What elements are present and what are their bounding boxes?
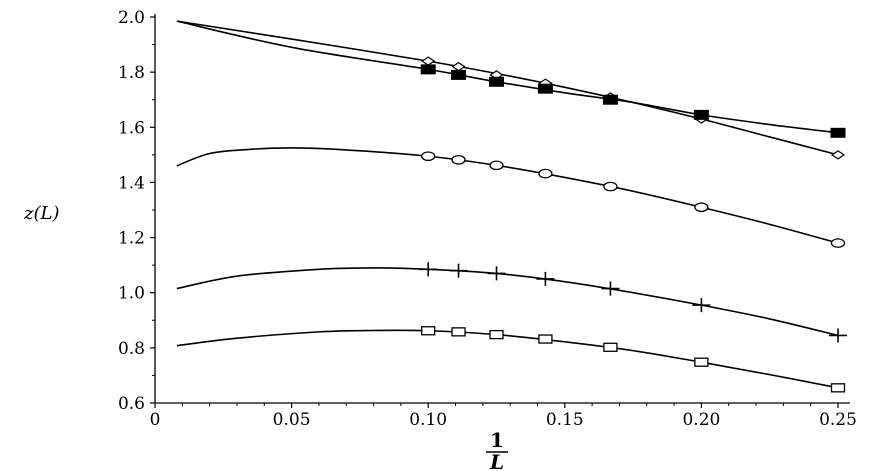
y-tick-label: 0.8 — [118, 339, 145, 359]
marker-filled-square — [537, 83, 553, 94]
x-tick-label: 0.25 — [819, 410, 857, 430]
series-curve-diamond — [176, 20, 839, 156]
marker-plus — [829, 328, 847, 343]
y-axis-label: z(L) — [23, 203, 59, 224]
marker-circle — [603, 181, 618, 192]
axes — [154, 14, 850, 404]
y-tick-label: 2.0 — [118, 8, 145, 28]
series-curve-filled-square — [176, 20, 839, 134]
y-tick-label: 0.6 — [118, 394, 145, 414]
marker-filled-square — [693, 109, 709, 120]
marker-square — [489, 329, 504, 340]
y-tick-label: 1.0 — [118, 284, 145, 304]
marker-plus — [419, 262, 438, 277]
marker-plus — [692, 298, 711, 313]
x-tick-label: 0 — [150, 410, 161, 430]
y-tick-label: 1.8 — [118, 63, 145, 83]
x-axis-label-numerator: 1 — [490, 428, 504, 452]
marker-diamond — [451, 61, 466, 72]
marker-circle — [421, 151, 436, 162]
x-tick-label: 0.15 — [546, 410, 584, 430]
marker-plus — [487, 266, 506, 281]
y-tick-label: 1.4 — [118, 173, 145, 193]
y-tick-label: 1.6 — [118, 118, 145, 138]
marker-circle — [451, 154, 466, 165]
marker-square — [830, 383, 846, 393]
marker-plus — [536, 271, 555, 286]
ticks: 0 0.05 0.10 0.15 0.20 0.25 0.6 0.8 1.0 1.2 1.4 1.6 1… — [118, 8, 857, 430]
x-tick-label: 0.05 — [273, 410, 311, 430]
marker-plus — [601, 281, 620, 296]
marker-square — [694, 357, 709, 367]
x-tick-label: 0.10 — [409, 410, 447, 430]
marker-filled-square — [451, 69, 467, 80]
marker-circle — [694, 202, 709, 213]
marker-filled-square — [602, 94, 618, 105]
marker-filled-square — [420, 64, 436, 75]
y-tick-label: 1.2 — [118, 229, 145, 249]
marker-plus — [449, 263, 468, 278]
marker-filled-square — [830, 127, 846, 138]
marker-square — [538, 334, 553, 344]
marker-square — [421, 326, 436, 336]
series-curve-square — [176, 329, 839, 389]
marker-diamond — [830, 150, 846, 160]
marker-square — [603, 342, 618, 352]
marker-filled-square — [489, 76, 504, 87]
x-tick-label: 0.20 — [682, 410, 720, 430]
marker-square — [451, 327, 466, 337]
series-curve-plus — [176, 267, 839, 337]
marker-circle — [538, 168, 553, 179]
x-axis-label-denominator: L — [489, 450, 504, 471]
data-markers — [419, 56, 847, 393]
marker-circle — [830, 238, 846, 248]
marker-circle — [489, 160, 504, 171]
marker-diamond — [421, 56, 436, 66]
fit-curves — [176, 20, 839, 389]
series-curve-circle — [176, 147, 839, 244]
